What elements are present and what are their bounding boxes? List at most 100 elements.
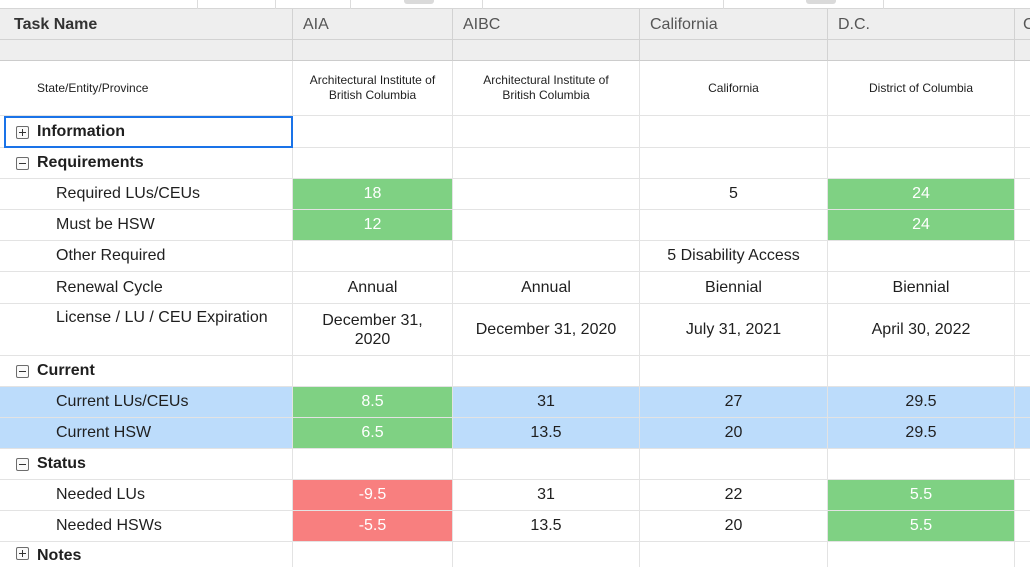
cell-california-status[interactable] bbox=[640, 449, 828, 480]
cell-california-entity[interactable]: California bbox=[640, 61, 828, 116]
group-row-status[interactable]: Status bbox=[0, 449, 293, 480]
row-label-expiration[interactable]: License / LU / CEU Expiration bbox=[0, 304, 293, 356]
cell-aia-needed-hsws[interactable]: -5.5 bbox=[293, 511, 453, 542]
cell-next-information[interactable] bbox=[1015, 116, 1030, 148]
cell-california-other-required[interactable]: 5 Disability Access bbox=[640, 241, 828, 272]
cell-aibc-must-be-hsw[interactable] bbox=[453, 210, 640, 241]
cell-next-required-lus[interactable] bbox=[1015, 179, 1030, 210]
expand-icon[interactable] bbox=[16, 547, 29, 560]
column-header-next[interactable]: C bbox=[1015, 9, 1030, 40]
cell-aibc-needed-lus[interactable]: 31 bbox=[453, 480, 640, 511]
cell-aibc-renewal-cycle[interactable]: Annual bbox=[453, 272, 640, 304]
cell-aibc-expiration[interactable]: December 31, 2020 bbox=[453, 304, 640, 356]
cell-next-requirements[interactable] bbox=[1015, 148, 1030, 179]
cell-dc-status[interactable] bbox=[828, 449, 1015, 480]
column-header-task-name[interactable]: Task Name bbox=[0, 9, 293, 40]
cell-aia-status[interactable] bbox=[293, 449, 453, 480]
cell-next-needed-hsws[interactable] bbox=[1015, 511, 1030, 542]
row-label-needed-lus[interactable]: Needed LUs bbox=[0, 480, 293, 511]
cell-next-notes[interactable] bbox=[1015, 542, 1030, 567]
row-label-state-entity[interactable]: State/Entity/Province bbox=[0, 61, 293, 116]
cell-aia-expiration[interactable]: December 31, 2020 bbox=[293, 304, 453, 356]
collapse-icon[interactable] bbox=[16, 457, 29, 471]
row-label-required-lus[interactable]: Required LUs/CEUs bbox=[0, 179, 293, 210]
cell-aibc-current-lus[interactable]: 31 bbox=[453, 387, 640, 418]
row-label-needed-hsws[interactable]: Needed HSWs bbox=[0, 511, 293, 542]
cell-next-needed-lus[interactable] bbox=[1015, 480, 1030, 511]
cell-dc-notes[interactable] bbox=[828, 542, 1015, 567]
cell-california-current[interactable] bbox=[640, 356, 828, 387]
cell-next-renewal-cycle[interactable] bbox=[1015, 272, 1030, 304]
cell-dc-expiration[interactable]: April 30, 2022 bbox=[828, 304, 1015, 356]
cell-next-current[interactable] bbox=[1015, 356, 1030, 387]
cell-dc-current-hsw[interactable]: 29.5 bbox=[828, 418, 1015, 449]
cell-california-expiration[interactable]: July 31, 2021 bbox=[640, 304, 828, 356]
cell-dc-needed-lus[interactable]: 5.5 bbox=[828, 480, 1015, 511]
column-header-dc[interactable]: D.C. bbox=[828, 9, 1015, 40]
cell-aibc-status[interactable] bbox=[453, 449, 640, 480]
cell-california-information[interactable] bbox=[640, 116, 828, 148]
cell-next-expiration[interactable] bbox=[1015, 304, 1030, 356]
cell-aia-information[interactable] bbox=[293, 116, 453, 148]
group-row-notes[interactable]: Notes bbox=[0, 542, 293, 567]
column-header-aia[interactable]: AIA bbox=[293, 9, 453, 40]
cell-next-current-hsw[interactable] bbox=[1015, 418, 1030, 449]
row-label-renewal-cycle[interactable]: Renewal Cycle bbox=[0, 272, 293, 304]
cell-aia-requirements[interactable] bbox=[293, 148, 453, 179]
row-label-must-be-hsw[interactable]: Must be HSW bbox=[0, 210, 293, 241]
cell-aibc-required-lus[interactable] bbox=[453, 179, 640, 210]
group-row-current[interactable]: Current bbox=[0, 356, 293, 387]
cell-aibc-information[interactable] bbox=[453, 116, 640, 148]
cell-aia-needed-lus[interactable]: -9.5 bbox=[293, 480, 453, 511]
cell-dc-renewal-cycle[interactable]: Biennial bbox=[828, 272, 1015, 304]
group-row-information[interactable]: Information bbox=[4, 116, 293, 148]
cell-aia-current-hsw[interactable]: 6.5 bbox=[293, 418, 453, 449]
cell-california-renewal-cycle[interactable]: Biennial bbox=[640, 272, 828, 304]
cell-next-must-be-hsw[interactable] bbox=[1015, 210, 1030, 241]
cell-dc-current-lus[interactable]: 29.5 bbox=[828, 387, 1015, 418]
expand-icon[interactable] bbox=[16, 125, 29, 139]
cell-dc-other-required[interactable] bbox=[828, 241, 1015, 272]
cell-aia-renewal-cycle[interactable]: Annual bbox=[293, 272, 453, 304]
cell-dc-requirements[interactable] bbox=[828, 148, 1015, 179]
collapse-icon[interactable] bbox=[16, 364, 29, 378]
collapse-icon[interactable] bbox=[16, 156, 29, 170]
cell-california-needed-hsws[interactable]: 20 bbox=[640, 511, 828, 542]
cell-aibc-notes[interactable] bbox=[453, 542, 640, 567]
scroll-handle[interactable] bbox=[806, 0, 836, 4]
column-header-aibc[interactable]: AIBC bbox=[453, 9, 640, 40]
cell-california-current-hsw[interactable]: 20 bbox=[640, 418, 828, 449]
column-header-california[interactable]: California bbox=[640, 9, 828, 40]
cell-dc-must-be-hsw[interactable]: 24 bbox=[828, 210, 1015, 241]
cell-california-current-lus[interactable]: 27 bbox=[640, 387, 828, 418]
group-row-requirements[interactable]: Requirements bbox=[0, 148, 293, 179]
cell-dc-entity[interactable]: District of Columbia bbox=[828, 61, 1015, 116]
cell-aibc-needed-hsws[interactable]: 13.5 bbox=[453, 511, 640, 542]
cell-next-current-lus[interactable] bbox=[1015, 387, 1030, 418]
cell-dc-information[interactable] bbox=[828, 116, 1015, 148]
row-label-other-required[interactable]: Other Required bbox=[0, 241, 293, 272]
cell-aia-current-lus[interactable]: 8.5 bbox=[293, 387, 453, 418]
cell-california-must-be-hsw[interactable] bbox=[640, 210, 828, 241]
row-label-current-lus[interactable]: Current LUs/CEUs bbox=[4, 387, 293, 418]
cell-california-notes[interactable] bbox=[640, 542, 828, 567]
cell-california-requirements[interactable] bbox=[640, 148, 828, 179]
cell-dc-required-lus[interactable]: 24 bbox=[828, 179, 1015, 210]
cell-dc-needed-hsws[interactable]: 5.5 bbox=[828, 511, 1015, 542]
cell-california-required-lus[interactable]: 5 bbox=[640, 179, 828, 210]
cell-aibc-current[interactable] bbox=[453, 356, 640, 387]
cell-aibc-current-hsw[interactable]: 13.5 bbox=[453, 418, 640, 449]
cell-dc-current[interactable] bbox=[828, 356, 1015, 387]
row-label-current-hsw[interactable]: Current HSW bbox=[4, 418, 293, 449]
cell-aia-entity[interactable]: Architectural Institute of British Colum… bbox=[293, 61, 453, 116]
cell-aia-must-be-hsw[interactable]: 12 bbox=[293, 210, 453, 241]
cell-aia-other-required[interactable] bbox=[293, 241, 453, 272]
cell-california-needed-lus[interactable]: 22 bbox=[640, 480, 828, 511]
cell-aibc-requirements[interactable] bbox=[453, 148, 640, 179]
cell-aibc-other-required[interactable] bbox=[453, 241, 640, 272]
cell-aia-current[interactable] bbox=[293, 356, 453, 387]
cell-aia-notes[interactable] bbox=[293, 542, 453, 567]
cell-next-other-required[interactable] bbox=[1015, 241, 1030, 272]
cell-next-entity[interactable] bbox=[1015, 61, 1030, 116]
scroll-handle[interactable] bbox=[404, 0, 434, 4]
